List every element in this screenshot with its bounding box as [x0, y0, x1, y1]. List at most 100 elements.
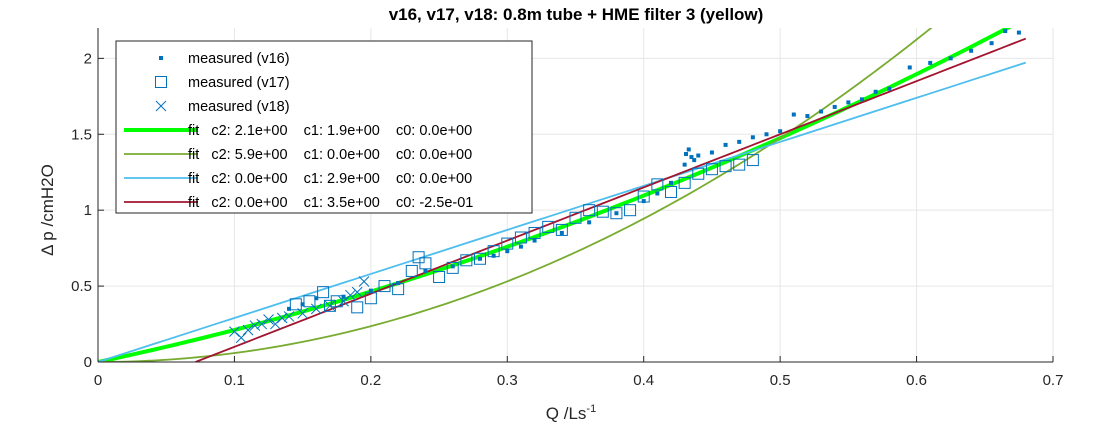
x-tick-label: 0.4: [633, 372, 654, 389]
v17-point: [323, 299, 336, 312]
x-tick-label: 0.1: [224, 372, 245, 389]
x-tick-label: 0.2: [360, 372, 381, 389]
v16-point: [491, 253, 496, 258]
v16-point: [750, 135, 755, 140]
legend-entry: fit c2: 5.9e+00 c1: 0.0e+00 c0: 0.0e+00: [124, 147, 472, 163]
v16-point: [887, 86, 892, 91]
v16-point: [778, 129, 783, 134]
v17-point: [405, 264, 418, 277]
x-axis-label: Q /Ls-1: [546, 403, 596, 423]
y-axis-label: Δ p /cmH2O: [38, 164, 57, 256]
v17-point: [378, 280, 391, 293]
v17-point: [460, 254, 473, 267]
fit-curve-1: [98, 28, 1012, 362]
v18-point: [235, 332, 247, 344]
v17-point: [317, 286, 330, 299]
y-tick-label: 1.5: [71, 126, 92, 143]
legend-label: measured (v18): [188, 99, 290, 115]
v17-point: [542, 220, 555, 233]
v18-point: [256, 318, 268, 330]
v16-point: [450, 264, 455, 269]
v17-point: [569, 211, 582, 224]
v17-point: [289, 298, 302, 311]
v16-point: [532, 238, 537, 243]
plot-area: [98, 28, 1027, 362]
v18-point: [249, 320, 261, 331]
v16-point: [764, 132, 769, 137]
x-tick-label: 0.6: [906, 372, 927, 389]
x-tick-label: 0: [94, 372, 102, 389]
v18-point: [338, 295, 349, 307]
v18-point: [229, 326, 240, 337]
v17-point: [514, 231, 527, 244]
v18-point: [270, 318, 281, 330]
fit-curve-3: [98, 61, 1026, 362]
v17-point: [624, 204, 637, 217]
v16-point: [709, 150, 714, 155]
fit-curve-2: [98, 28, 933, 362]
v17-point: [746, 154, 759, 167]
v16-point: [860, 97, 864, 102]
v16-point: [300, 302, 305, 307]
legend-swatch: [155, 76, 167, 88]
v17-point: [596, 205, 609, 218]
v17-point: [419, 257, 432, 270]
v17-point: [364, 292, 377, 305]
v16-point: [737, 139, 742, 144]
legend-entry: fit c2: 0.0e+00 c1: 3.5e+00 c0: -2.5e-01: [124, 195, 473, 211]
v16-point: [928, 60, 933, 65]
legend-label: fit c2: 5.9e+00 c1: 0.0e+00 c0: 0.0e+00: [188, 147, 472, 163]
v17-point: [303, 295, 316, 308]
v16-point: [587, 220, 592, 225]
legend-entry: fit c2: 2.1e+00 c1: 1.9e+00 c0: 0.0e+00: [124, 123, 472, 139]
legend-entry: measured (v17): [155, 75, 290, 91]
v18-point: [297, 308, 308, 319]
x-axis-label-superscript: -1: [586, 403, 596, 415]
v16-point: [505, 249, 510, 254]
legend-swatch: [155, 100, 167, 112]
v17-point: [637, 190, 650, 203]
v16-point: [696, 153, 701, 158]
v16-point: [518, 244, 523, 249]
v18-point: [242, 324, 254, 336]
v18-point: [276, 312, 288, 324]
v16-point: [989, 41, 994, 46]
v17-point: [610, 207, 623, 220]
v18-point: [310, 303, 322, 315]
y-tick-label: 1: [84, 202, 92, 219]
legend-entry: measured (v18): [155, 99, 290, 115]
v16-point: [692, 158, 697, 163]
v17-point: [733, 158, 746, 171]
v16-point: [478, 256, 482, 261]
x-tick-label: 0.3: [497, 372, 518, 389]
v16-point: [907, 65, 912, 70]
v16-point: [287, 306, 291, 311]
fit-curve-4: [195, 37, 1027, 362]
v16-point: [969, 48, 974, 53]
v17-point: [705, 163, 718, 176]
v17-point: [665, 185, 677, 198]
chart-title: v16, v17, v18: 0.8m tube + HME filter 3 …: [389, 5, 764, 24]
v17-point: [651, 178, 664, 191]
x-tick-label: 0.7: [1043, 372, 1064, 389]
v18-point: [324, 300, 336, 312]
v16-point: [669, 180, 673, 185]
x-tick-label: 0.5: [770, 372, 791, 389]
v18-point: [263, 314, 274, 325]
y-tick-label: 0.5: [71, 278, 92, 295]
legend-label: fit c2: 0.0e+00 c1: 3.5e+00 c0: -2.5e-01: [188, 195, 473, 211]
v18-point: [345, 289, 356, 301]
v16-point: [873, 89, 878, 94]
v16-point: [791, 112, 796, 117]
v17-point: [474, 252, 486, 265]
y-tick-label: 0: [84, 354, 92, 371]
v17-point: [555, 223, 568, 236]
legend-entry: measured (v16): [159, 51, 290, 67]
v16-point: [846, 100, 851, 105]
v17-point: [678, 176, 691, 189]
v16-point: [423, 268, 428, 273]
v16-point: [723, 142, 728, 147]
legend-box: [115, 40, 533, 214]
v17-point: [330, 295, 343, 308]
